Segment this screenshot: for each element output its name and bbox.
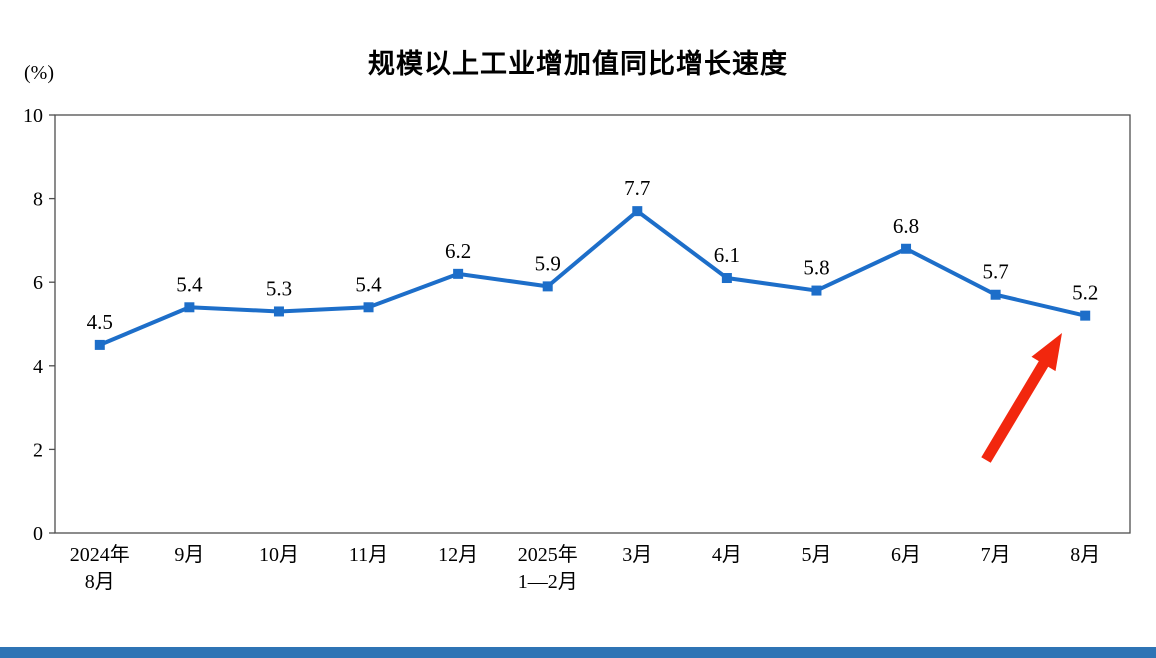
data-point-marker	[632, 206, 643, 217]
highlight-arrow	[981, 333, 1062, 463]
y-axis-tick-label: 4	[33, 356, 43, 378]
y-axis-unit-label: (%)	[24, 62, 54, 84]
data-point-marker	[273, 306, 284, 317]
x-axis-tick-label: 12月	[438, 544, 478, 566]
y-axis-tick-label: 10	[23, 105, 43, 127]
data-point-label: 6.2	[445, 239, 471, 263]
data-point-marker	[721, 273, 732, 284]
data-point-marker	[990, 289, 1001, 300]
x-axis-tick-label: 6月	[891, 544, 921, 566]
data-point-marker	[184, 302, 195, 313]
y-axis-tick-label: 2	[33, 439, 43, 461]
data-point-label: 6.1	[714, 243, 740, 267]
y-axis-tick-label: 0	[33, 523, 43, 545]
data-point-marker	[363, 302, 374, 313]
x-axis-tick-label: 8月	[1070, 544, 1100, 566]
line-chart-plot: 0 2 4 6 8 10 2024年 8月 9月 10月 11月 12月 2025年 1—2月 3月 4月 5月…	[23, 105, 1131, 593]
x-axis-tick-label: 5月	[801, 544, 831, 566]
data-point-label: 5.3	[266, 276, 292, 300]
data-point-marker	[453, 268, 464, 279]
data-point-marker	[1080, 310, 1091, 321]
data-point-marker	[542, 281, 553, 292]
data-point-marker	[94, 339, 105, 350]
y-axis-tick-label: 6	[33, 272, 43, 294]
chart-title: 规模以上工业增加值同比增长速度	[368, 49, 788, 79]
x-axis-tick-label: 3月	[622, 544, 652, 566]
plot-border	[54, 114, 1131, 534]
data-point-label: 5.7	[983, 260, 1009, 284]
data-point-label: 5.8	[803, 256, 829, 280]
x-axis-tick-label: 7月	[981, 544, 1011, 566]
x-axis-tick-label: 10月	[259, 544, 299, 566]
data-point-label: 5.9	[535, 251, 561, 275]
x-axis-tick-label: 9月	[174, 544, 204, 566]
data-point-marker	[811, 285, 822, 296]
bottom-blue-bar	[0, 647, 1156, 658]
data-point-label: 6.8	[893, 214, 919, 238]
data-point-label: 5.2	[1072, 281, 1098, 305]
data-point-label: 7.7	[624, 176, 650, 200]
x-axis-tick-label: 2024年 8月	[70, 543, 130, 593]
data-point-marker	[901, 243, 912, 254]
y-axis-tick-label: 8	[33, 189, 43, 211]
data-point-label: 4.5	[87, 310, 113, 334]
data-point-label: 5.4	[355, 272, 382, 296]
data-point-label: 5.4	[176, 272, 203, 296]
x-axis-tick-label: 11月	[349, 544, 388, 566]
x-axis-tick-label: 4月	[712, 544, 742, 566]
data-line	[97, 209, 1088, 347]
x-axis-tick-label: 2025年 1—2月	[518, 543, 578, 593]
